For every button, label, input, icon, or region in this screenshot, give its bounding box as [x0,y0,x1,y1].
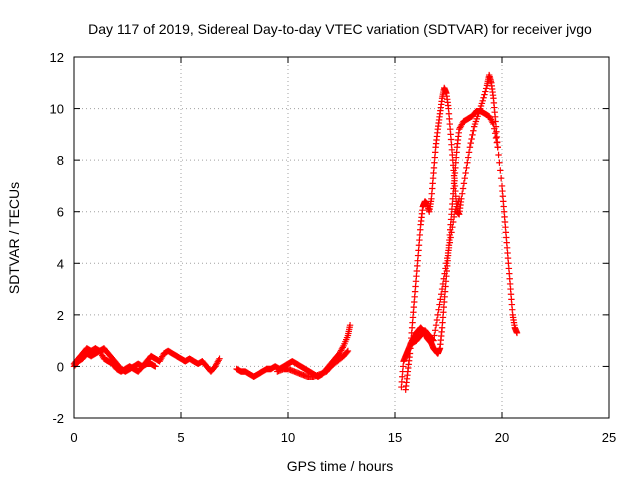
data-point-marker [438,285,446,293]
x-tick-label: 5 [177,430,184,445]
data-point-marker [436,301,443,308]
data-point-marker [497,167,504,174]
x-tick-label: 10 [281,430,295,445]
data-point-marker [152,363,159,370]
y-tick-label: 0 [57,359,64,374]
x-tick-label: 15 [388,430,402,445]
data-point-marker [442,265,449,272]
x-tick-label: 25 [602,430,616,445]
data-point-marker [430,337,437,344]
data-point-marker [431,332,438,339]
data-point-marker [496,159,503,166]
data-point-marker [432,327,439,334]
y-tick-label: 4 [57,256,64,271]
data-point-marker [441,270,448,277]
y-tick-label: 6 [57,205,64,220]
data-point-marker [446,239,453,246]
data-point-marker [513,329,521,337]
y-tick-label: 2 [57,308,64,323]
data-point-marker [463,164,470,172]
data-point-marker [450,218,457,226]
data-point-marker [343,348,351,356]
x-tick-label: 20 [495,430,509,445]
tick-labels: 0 5 10 15 20 25 -2 0 2 4 6 8 10 12 [50,50,617,445]
data-point-marker [438,291,445,298]
data-point-marker [482,85,490,92]
data-point-marker [460,180,468,187]
data-point-marker [479,97,486,105]
data-point-marker [462,169,469,177]
data-point-marker [216,355,223,362]
x-axis-label: GPS time / hours [287,458,394,474]
y-tick-label: 8 [57,153,64,168]
data-point-marker [461,174,468,182]
plot-frame [73,56,610,419]
data-point-marker [494,144,501,151]
data-point-marker [464,154,472,161]
data-point-marker [432,321,440,329]
data-point-marker [459,185,467,192]
y-tick-label: -2 [52,411,64,426]
data-point-marker [434,311,441,319]
data-point-marker [443,260,450,267]
data-point-marker [470,127,477,134]
data-point-marker [458,190,466,197]
data-point-marker [495,151,502,159]
data-point-marker [429,336,436,343]
data-point-marker [482,88,489,95]
data-series [70,71,521,393]
data-point-marker [440,275,447,282]
data-point-marker [346,321,354,329]
data-point-marker [480,94,487,101]
y-tick-label: 10 [50,102,64,117]
y-axis-label: SDTVAR / TECUs [6,182,22,294]
data-point-marker [467,139,474,147]
data-point-marker [344,347,352,355]
data-point-marker [439,280,447,288]
data-point-marker [444,254,451,262]
data-point-marker [497,174,505,182]
data-point-marker [450,213,458,221]
data-point-marker [456,195,463,203]
data-point-marker [435,306,442,313]
data-point-marker [448,229,455,236]
data-point-marker [433,316,441,324]
data-point-marker [465,149,473,156]
data-point-marker [444,249,452,257]
data-point-marker [481,91,488,98]
data-point-marker [468,135,475,143]
axis-ticks [73,56,610,419]
data-point-marker [447,234,454,241]
x-tick-label: 0 [70,430,77,445]
chart-title: Day 117 of 2019, Sidereal Day-to-day VTE… [88,21,592,37]
data-point-marker [492,134,500,142]
data-point-marker [469,131,476,139]
data-point-marker [449,223,456,231]
data-point-marker [464,159,471,166]
data-point-marker [437,296,444,303]
data-point-marker [445,244,453,252]
y-tick-label: 12 [50,50,64,65]
data-point-marker [466,144,474,151]
